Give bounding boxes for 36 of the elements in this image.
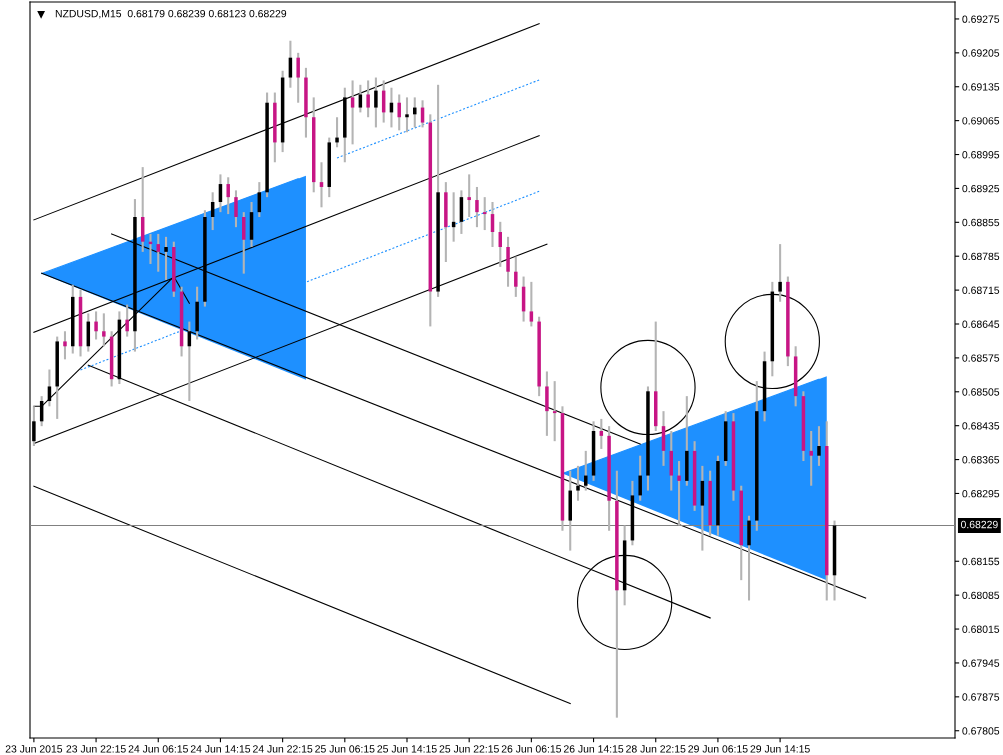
y-tick-label: 0.69205 [962,49,1000,57]
y-tick-label: 0.68995 [962,151,1000,159]
y-tick-label: 0.68505 [962,388,1000,396]
x-tick-label: 29 Jun 14:15 [750,745,810,753]
y-tick-label: 0.68155 [962,557,1000,566]
y-tick-label: 0.68015 [962,625,1000,633]
ref-line-label: 0.68229 [960,520,998,529]
x-tick-label: 23 Jun 22:15 [66,745,126,753]
x-tick-label: 26 Jun 14:15 [563,745,624,753]
y-tick-label: 0.67805 [962,727,1000,735]
y-tick-label: 0.67875 [962,693,1000,701]
y-tick-label: 0.69275 [962,15,1000,23]
x-tick-label: 28 Jun 22:15 [626,745,686,753]
text: NZDUSD,M15 0.68179 0.68239 0.68123 0.68229 [55,9,287,19]
x-tick-label: 25 Jun 22:15 [439,745,499,753]
x-tick-label: 29 Jun 06:15 [688,745,748,753]
y-tick-label: 0.69135 [962,83,1000,91]
x-tick-label: 23 Jun 2015 [5,745,63,753]
y-tick-label: 0.68365 [962,456,1000,464]
y-tick-label: 0.69065 [962,117,1000,125]
x-tick-label: 24 Jun 14:15 [190,745,251,753]
x-tick-label: 26 Jun 06:15 [501,745,562,753]
x-tick-label: 24 Jun 22:15 [253,745,313,753]
y-tick-label: 0.68715 [962,286,1000,294]
y-tick-label: 0.68085 [962,591,1000,600]
y-tick-label: 0.68785 [962,252,1000,261]
y-tick-label: 0.68645 [962,320,1000,328]
y-tick-label: 0.68925 [962,184,1000,193]
x-tick-label: 24 Jun 06:15 [128,745,188,753]
y-tick-label: 0.67945 [962,659,1000,667]
y-tick-label: 0.68575 [962,354,1000,362]
x-tick-label: 25 Jun 06:15 [315,745,375,753]
y-tick-label: 0.68435 [962,422,1000,430]
x-tick-label: 25 Jun 14:15 [377,745,437,753]
y-tick-label: 0.68295 [962,489,1000,498]
y-tick-label: 0.68855 [962,218,1000,227]
